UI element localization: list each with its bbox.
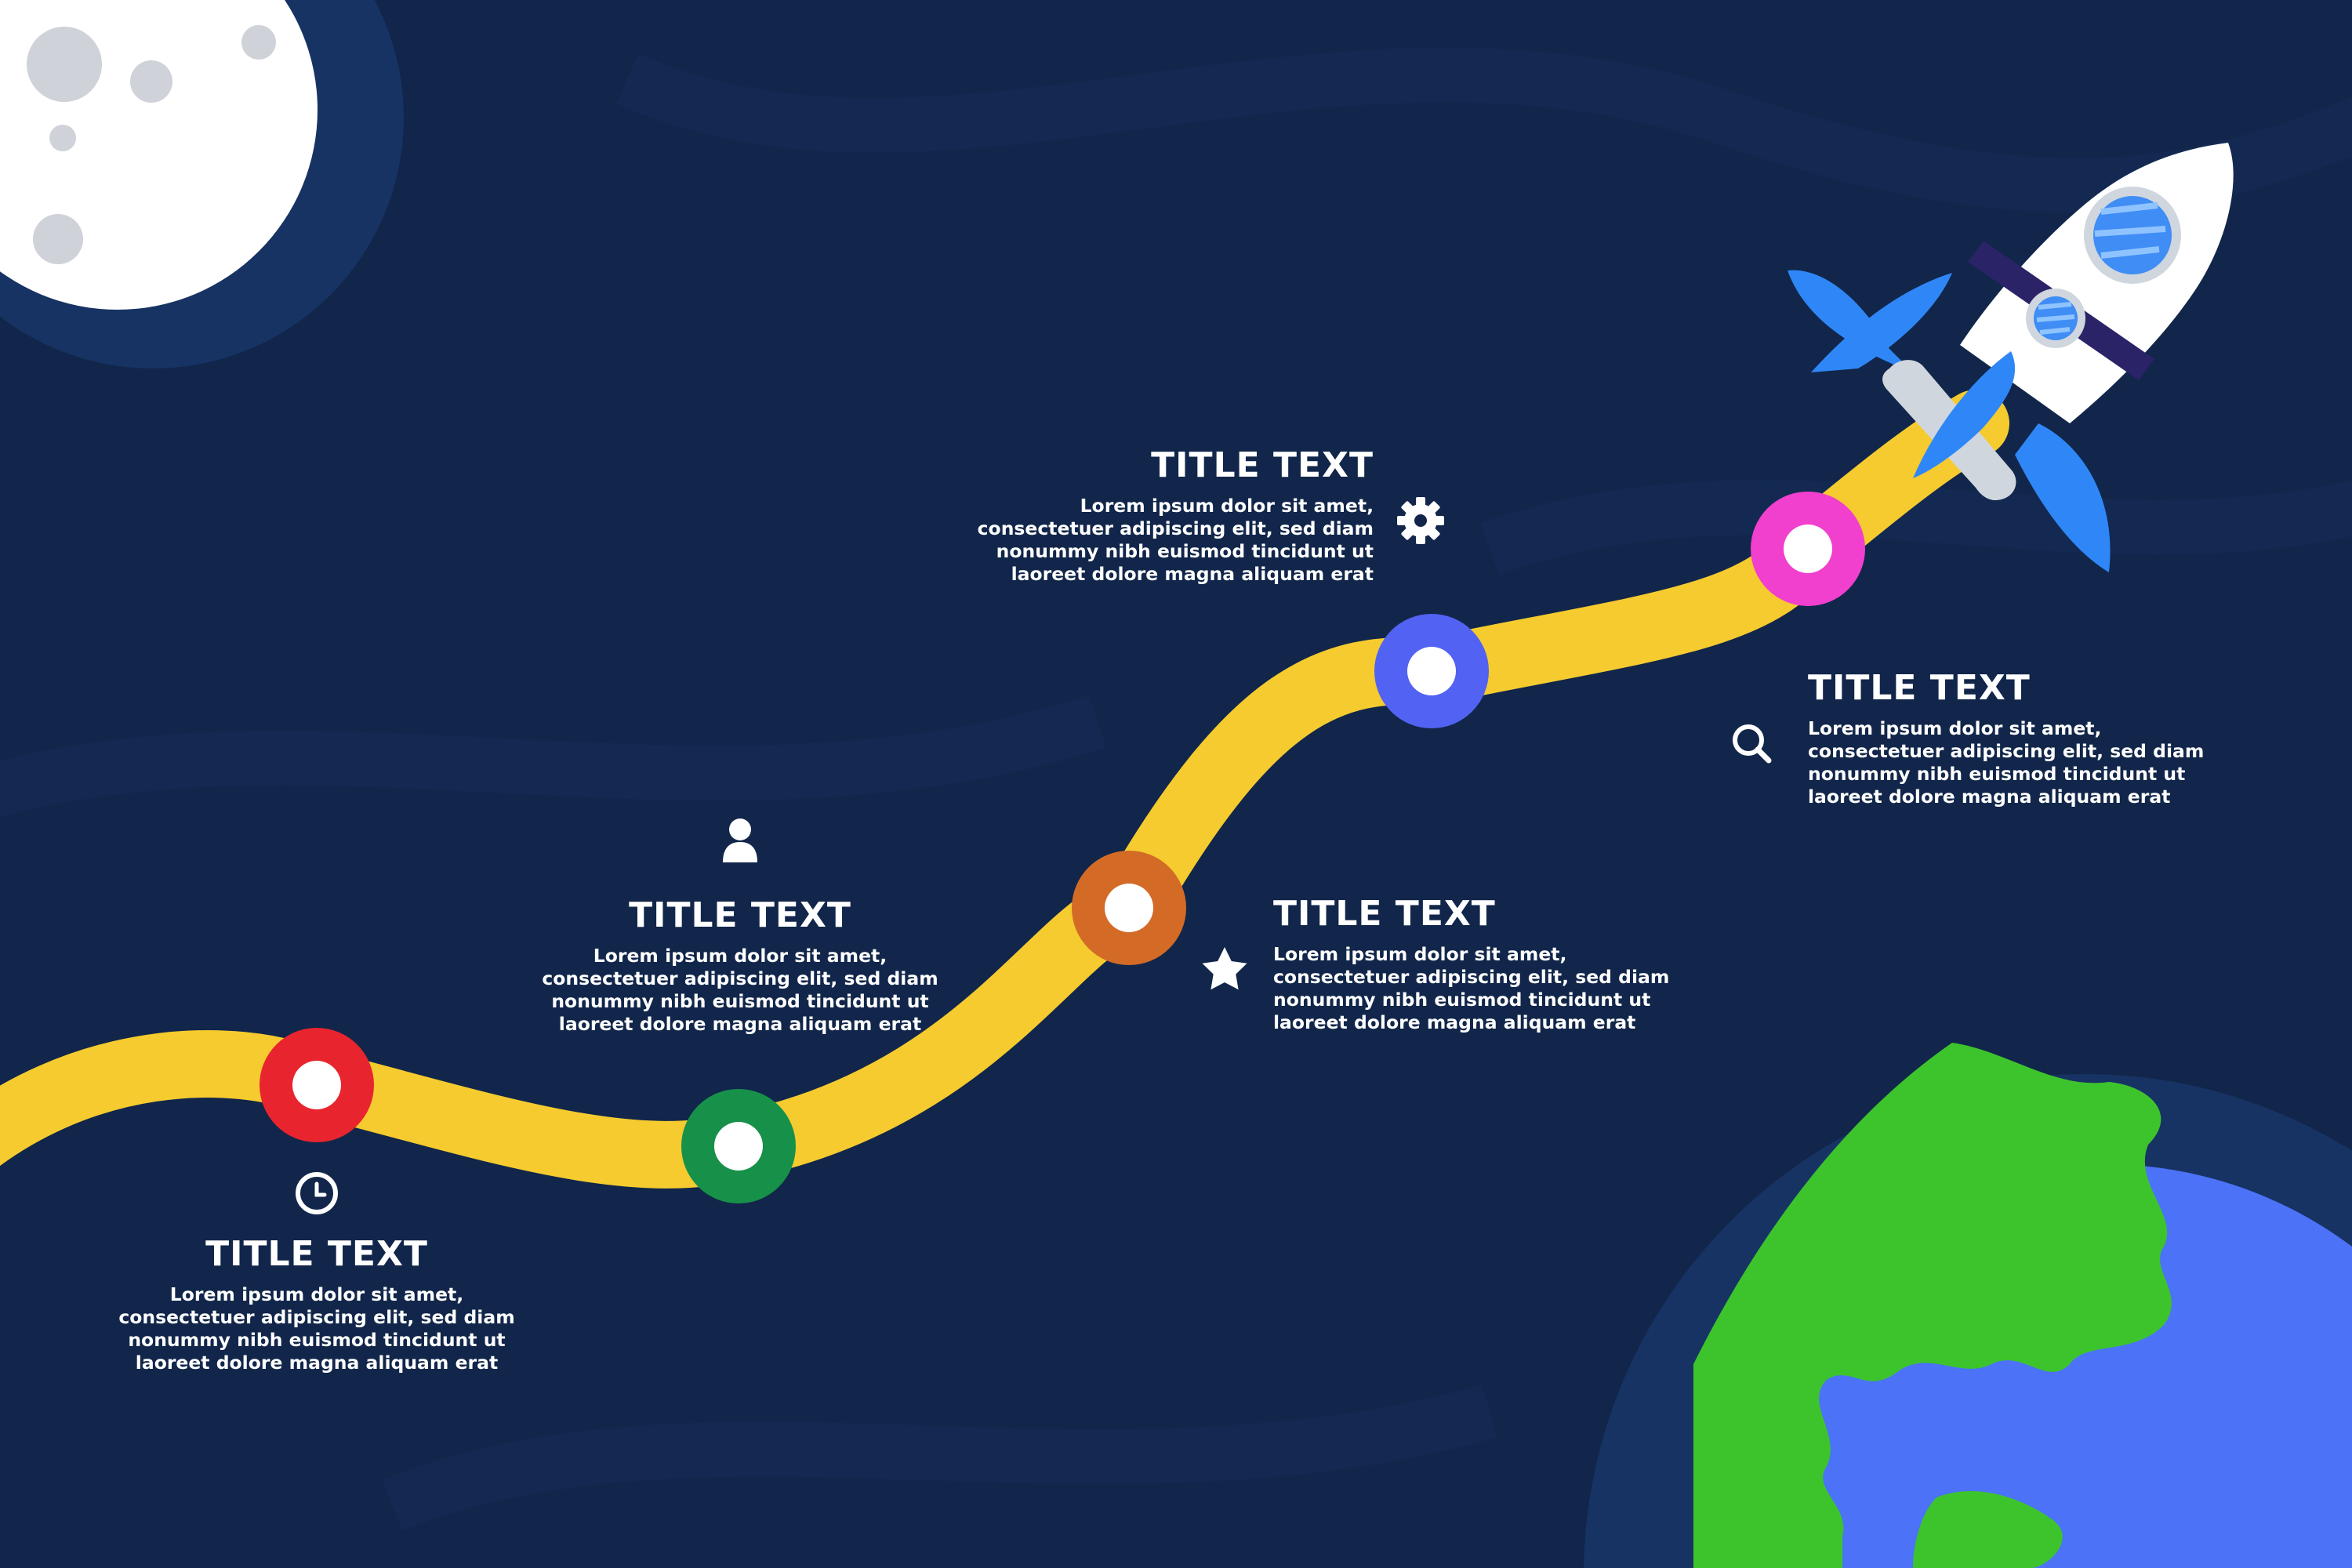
background-waves [0, 47, 2352, 1531]
step-marker [1072, 851, 1186, 965]
description-line: laoreet dolore magna aliquam erat [135, 1352, 499, 1374]
step-title: TITLE TEXT [629, 895, 851, 935]
description-line: laoreet dolore magna aliquam erat [1011, 563, 1374, 585]
rocket [1788, 143, 2234, 572]
step-description: Lorem ipsum dolor sit amet, consectetuer… [978, 495, 1374, 586]
moon [0, 0, 404, 368]
description-line: consectetuer adipiscing elit, sed diam [542, 967, 938, 989]
description-line: laoreet dolore magna aliquam erat [1273, 1011, 1636, 1033]
search-icon [1733, 724, 1772, 764]
step-description: Lorem ipsum dolor sit amet, consectetuer… [118, 1283, 514, 1374]
step-text-2: TITLE TEXT Lorem ipsum dolor sit amet, c… [542, 895, 938, 1036]
rocket-center-fin [1913, 351, 2016, 478]
step-text-3: TITLE TEXT Lorem ipsum dolor sit amet, c… [1273, 894, 1669, 1034]
description-line: Lorem ipsum dolor sit amet, [169, 1283, 464, 1305]
description-line: Lorem ipsum dolor sit amet, [1080, 495, 1374, 517]
step-title: TITLE TEXT [1273, 894, 1496, 934]
step-title: TITLE TEXT [1808, 668, 2031, 708]
description-line: nonummy nibh euismod tincidunt ut [996, 540, 1374, 562]
step-text-1: TITLE TEXT Lorem ipsum dolor sit amet, c… [118, 1234, 514, 1374]
rocket-fin [2015, 423, 2111, 572]
description-line: Lorem ipsum dolor sit amet, [1273, 943, 1567, 965]
star-icon [1202, 947, 1247, 990]
description-line: Lorem ipsum dolor sit amet, [1808, 717, 2102, 739]
description-line: laoreet dolore magna aliquam erat [1808, 786, 2171, 808]
timeline-markers [260, 492, 1865, 1203]
moon-crater [49, 125, 76, 151]
step-marker [681, 1089, 796, 1203]
clock-icon [296, 1172, 338, 1214]
description-line: Lorem ipsum dolor sit amet, [593, 945, 887, 967]
earth-land [1693, 1043, 2172, 1568]
step-text-4: TITLE TEXT Lorem ipsum dolor sit amet, c… [978, 445, 1374, 586]
rocket-fin [1811, 273, 1952, 372]
step-description: Lorem ipsum dolor sit amet, consectetuer… [1808, 717, 2204, 808]
step-text-5: TITLE TEXT Lorem ipsum dolor sit amet, c… [1808, 668, 2204, 808]
description-line: consectetuer adipiscing elit, sed diam [1273, 966, 1670, 988]
step-marker [1751, 492, 1865, 606]
description-line: consectetuer adipiscing elit, sed diam [977, 517, 1374, 539]
user-icon [723, 818, 757, 862]
step-title: TITLE TEXT [1151, 445, 1374, 485]
description-line: consectetuer adipiscing elit, sed diam [118, 1306, 515, 1328]
earth-land-small [1913, 1490, 2063, 1568]
step-title: TITLE TEXT [205, 1234, 428, 1274]
description-line: consectetuer adipiscing elit, sed diam [1808, 740, 2205, 762]
description-line: laoreet dolore magna aliquam erat [558, 1013, 922, 1035]
step-marker [1374, 614, 1489, 728]
description-line: nonummy nibh euismod tincidunt ut [551, 990, 929, 1012]
gear-icon [1397, 497, 1444, 544]
description-line: nonummy nibh euismod tincidunt ut [1273, 989, 1651, 1011]
moon-crater [27, 27, 102, 102]
moon-crater [33, 214, 83, 264]
description-line: nonummy nibh euismod tincidunt ut [128, 1329, 506, 1351]
earth [1584, 1043, 2352, 1568]
step-marker [260, 1028, 374, 1142]
step-description: Lorem ipsum dolor sit amet, consectetuer… [542, 945, 938, 1036]
moon-crater [130, 60, 172, 103]
moon-crater [241, 25, 276, 60]
step-description: Lorem ipsum dolor sit amet, consectetuer… [1273, 943, 1669, 1034]
description-line: nonummy nibh euismod tincidunt ut [1808, 763, 2186, 785]
